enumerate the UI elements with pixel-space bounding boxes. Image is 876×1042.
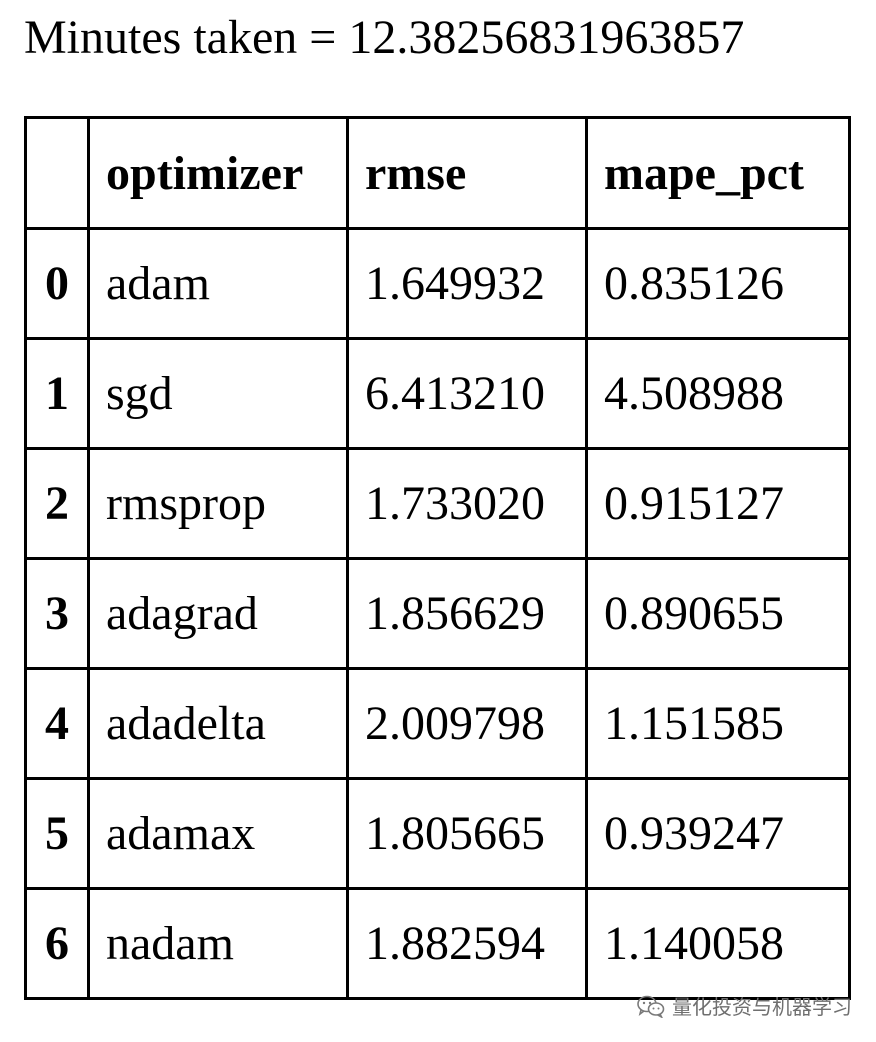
mape-pct-cell: 0.939247 bbox=[585, 777, 851, 890]
table-row: 6 nadam 1.882594 1.140058 bbox=[24, 887, 851, 1000]
optimizer-cell: adam bbox=[87, 227, 349, 340]
wechat-icon bbox=[636, 994, 666, 1018]
mape-pct-cell: 1.140058 bbox=[585, 887, 851, 1000]
rmse-cell: 1.856629 bbox=[346, 557, 588, 670]
rmse-cell: 6.413210 bbox=[346, 337, 588, 450]
header-optimizer: optimizer bbox=[87, 116, 349, 230]
mape-pct-cell: 0.915127 bbox=[585, 447, 851, 560]
rmse-cell: 1.882594 bbox=[346, 887, 588, 1000]
optimizer-results-table: optimizer rmse mape_pct 0 adam 1.649932 … bbox=[24, 116, 851, 1000]
header-index bbox=[24, 116, 90, 230]
mape-pct-cell: 1.151585 bbox=[585, 667, 851, 780]
optimizer-cell: adamax bbox=[87, 777, 349, 890]
optimizer-cell: adadelta bbox=[87, 667, 349, 780]
row-index: 3 bbox=[24, 557, 90, 670]
row-index: 1 bbox=[24, 337, 90, 450]
rmse-cell: 1.733020 bbox=[346, 447, 588, 560]
mape-pct-cell: 4.508988 bbox=[585, 337, 851, 450]
optimizer-cell: adagrad bbox=[87, 557, 349, 670]
row-index: 4 bbox=[24, 667, 90, 780]
watermark: 量化投资与机器学习 bbox=[636, 991, 852, 1020]
table-row: 4 adadelta 2.009798 1.151585 bbox=[24, 667, 851, 780]
row-index: 6 bbox=[24, 887, 90, 1000]
mape-pct-cell: 0.890655 bbox=[585, 557, 851, 670]
optimizer-cell: rmsprop bbox=[87, 447, 349, 560]
rmse-cell: 2.009798 bbox=[346, 667, 588, 780]
optimizer-cell: nadam bbox=[87, 887, 349, 1000]
mape-pct-cell: 0.835126 bbox=[585, 227, 851, 340]
rmse-cell: 1.649932 bbox=[346, 227, 588, 340]
row-index: 2 bbox=[24, 447, 90, 560]
rmse-cell: 1.805665 bbox=[346, 777, 588, 890]
watermark-text: 量化投资与机器学习 bbox=[672, 995, 852, 1019]
row-index: 0 bbox=[24, 227, 90, 340]
table-row: 0 adam 1.649932 0.835126 bbox=[24, 227, 851, 340]
header-rmse: rmse bbox=[346, 116, 588, 230]
table-row: 5 adamax 1.805665 0.939247 bbox=[24, 777, 851, 890]
optimizer-cell: sgd bbox=[87, 337, 349, 450]
table-row: 2 rmsprop 1.733020 0.915127 bbox=[24, 447, 851, 560]
table-header-row: optimizer rmse mape_pct bbox=[24, 116, 851, 230]
minutes-taken-caption: Minutes taken = 12.38256831963857 bbox=[24, 11, 745, 64]
table-row: 3 adagrad 1.856629 0.890655 bbox=[24, 557, 851, 670]
row-index: 5 bbox=[24, 777, 90, 890]
header-mape-pct: mape_pct bbox=[585, 116, 851, 230]
table-row: 1 sgd 6.413210 4.508988 bbox=[24, 337, 851, 450]
